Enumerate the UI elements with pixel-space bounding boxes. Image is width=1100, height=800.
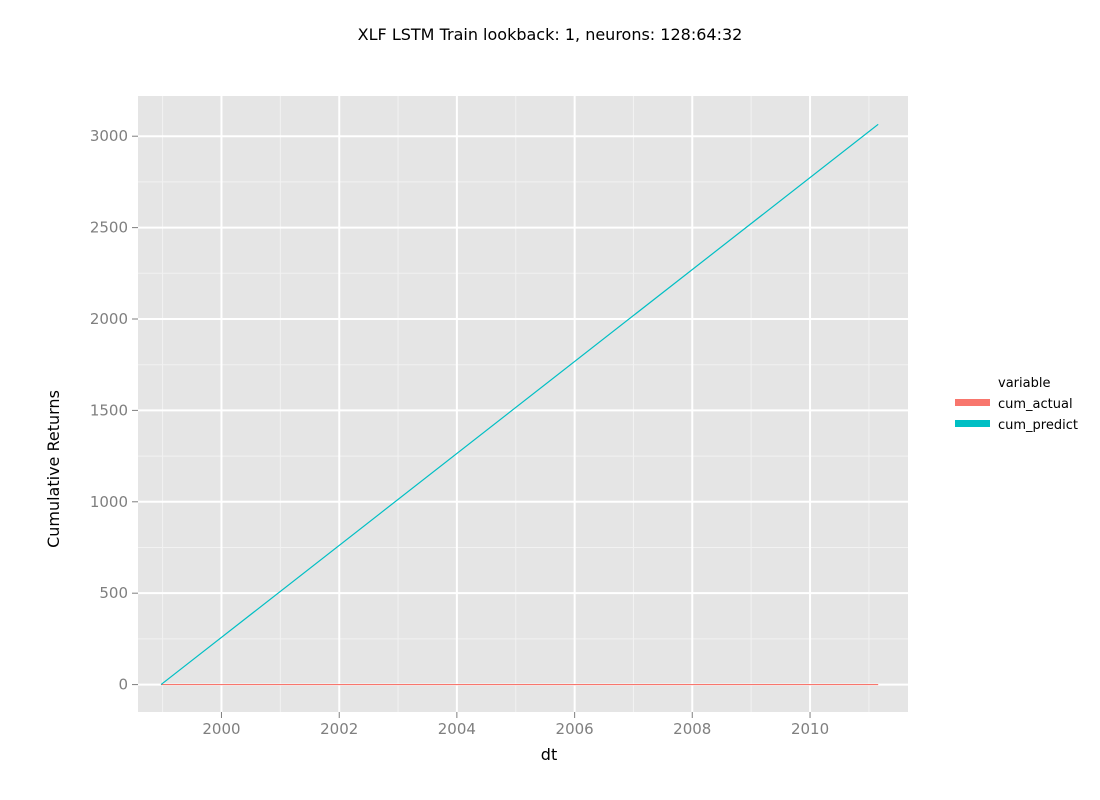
y-tick-label: 3000	[90, 127, 128, 145]
y-tick-label: 1500	[90, 401, 128, 419]
y-axis-title: Cumulative Returns	[44, 390, 63, 548]
x-tick-label: 2000	[202, 720, 240, 738]
chart-title: XLF LSTM Train lookback: 1, neurons: 128…	[358, 25, 743, 44]
series-line-cum-predict	[160, 123, 879, 686]
legend-label-cum-predict: cum_predict	[998, 418, 1078, 433]
legend-swatch-cum-predict	[955, 420, 990, 427]
y-tick-label: 0	[118, 676, 128, 694]
y-tick-label: 1000	[90, 493, 128, 511]
y-axis: 0 500 1000 1500 2000 2500 3000	[90, 127, 138, 694]
x-tick-label: 2002	[320, 720, 358, 738]
y-tick-label: 2500	[90, 219, 128, 237]
plot-area	[138, 96, 908, 712]
series-layer	[160, 123, 879, 686]
x-axis: 2000 2002 2004 2006 2008 2010	[202, 712, 829, 738]
x-tick-label: 2008	[673, 720, 711, 738]
grid-minor	[138, 96, 908, 712]
y-tick-label: 2000	[90, 310, 128, 328]
legend-swatch-cum-actual	[955, 399, 990, 406]
legend-title: variable	[998, 376, 1050, 391]
x-tick-label: 2010	[791, 720, 829, 738]
x-axis-title: dt	[541, 745, 557, 764]
x-tick-label: 2004	[438, 720, 476, 738]
legend-label-cum-actual: cum_actual	[998, 397, 1073, 412]
y-tick-label: 500	[99, 584, 128, 602]
legend: variable cum_actual cum_predict	[955, 376, 1078, 433]
x-tick-label: 2006	[556, 720, 594, 738]
